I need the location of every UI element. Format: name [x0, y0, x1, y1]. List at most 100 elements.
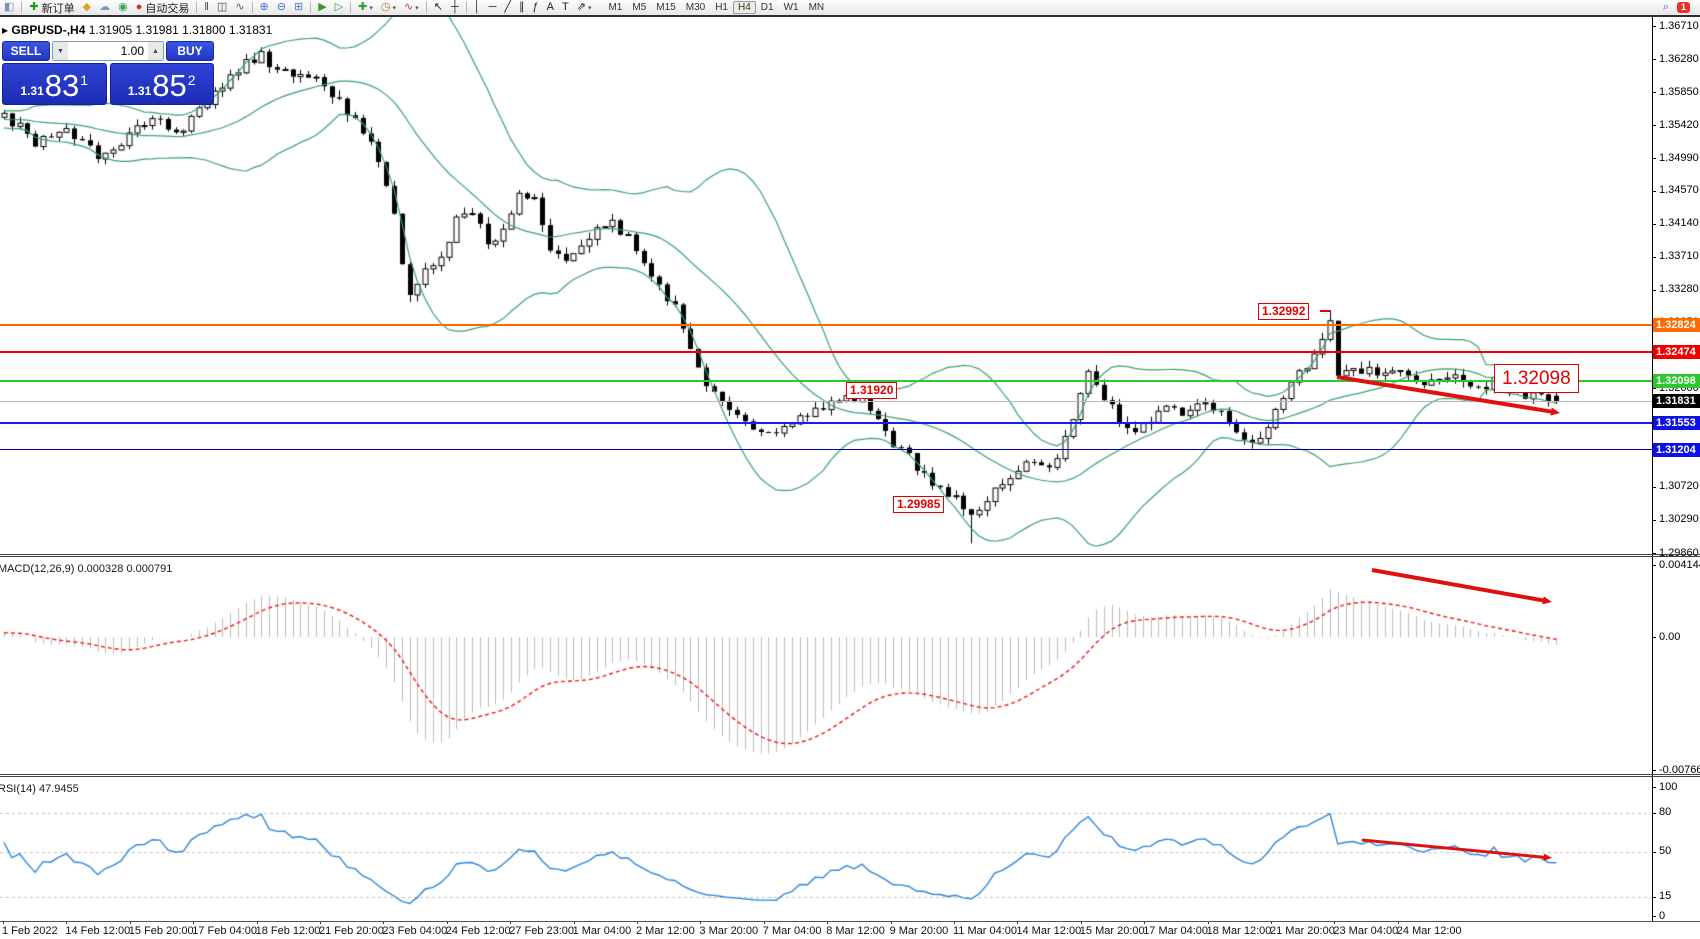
- bar-chart-icon[interactable]: ‖: [201, 1, 212, 14]
- date-tick-label: 8 Mar 12:00: [826, 925, 885, 937]
- notifications-icon[interactable]: 1: [1674, 1, 1693, 14]
- price-chart-canvas[interactable]: [0, 17, 1652, 557]
- timeframe-button-w1[interactable]: W1: [783, 2, 799, 13]
- rsi-trend-arrow[interactable]: [1352, 830, 1562, 868]
- swing-price-label[interactable]: 1.31920: [846, 382, 898, 399]
- vertical-line-icon[interactable]: │: [471, 1, 484, 14]
- timeframe-button-h1[interactable]: H1: [715, 2, 728, 13]
- buy-button[interactable]: BUY: [166, 41, 214, 61]
- support-line-lower[interactable]: [0, 449, 1652, 451]
- peak-price-label[interactable]: 1.32992: [1258, 303, 1310, 320]
- arrows-icon[interactable]: ⇗ ▾: [574, 1, 595, 14]
- zoom-out-icon[interactable]: ⊖: [274, 1, 289, 14]
- macd-trend-arrow-line: [1371, 568, 1547, 603]
- rsi-tick-mark: [1652, 897, 1656, 898]
- rsi-tick-mark: [1652, 813, 1656, 814]
- candlestick-chart-icon[interactable]: ◫: [214, 1, 230, 14]
- chart-shift-icon[interactable]: ▷: [332, 1, 346, 14]
- timeframe-button-m5[interactable]: M5: [632, 2, 647, 13]
- macd-trend-arrow[interactable]: [1362, 560, 1562, 612]
- chart-symbol-icon: ▸: [2, 23, 9, 37]
- macd-panel-canvas[interactable]: [0, 557, 1652, 775]
- bar-chart-icon-glyph: ‖: [204, 1, 209, 13]
- volume-increase-button[interactable]: ▲: [148, 42, 163, 60]
- price-tick-mark: [1652, 191, 1656, 192]
- trendline-icon-glyph: ╱: [504, 1, 512, 13]
- pivot-line-green[interactable]: [0, 379, 1652, 382]
- timeframe-button-h4[interactable]: H4: [732, 1, 756, 14]
- date-tick-mark: [66, 921, 68, 924]
- timeframe-button-m15[interactable]: M15: [656, 2, 676, 13]
- periods-icon[interactable]: ◷ ▾: [378, 1, 399, 14]
- date-tick-mark: [1397, 921, 1399, 924]
- price-tick-mark: [1652, 257, 1656, 258]
- date-tick-mark: [1080, 921, 1082, 924]
- text-icon[interactable]: A: [544, 1, 557, 14]
- sell-button[interactable]: SELL: [2, 41, 50, 61]
- candlestick-chart-icon-glyph: ◫: [216, 1, 228, 13]
- auto-scroll-icon[interactable]: ▶: [315, 1, 329, 14]
- timeframe-button-mn[interactable]: MN: [808, 2, 825, 13]
- chart-window-icon[interactable]: ◧: [1, 1, 17, 14]
- tile-windows-icon[interactable]: ⊞: [291, 1, 306, 14]
- signal-icon[interactable]: ◉: [115, 1, 131, 14]
- axis-price-label: 1.32824: [1653, 317, 1700, 332]
- panel-divider-rsi-top2[interactable]: [0, 776, 1700, 777]
- volume-decrease-button[interactable]: ▼: [53, 42, 68, 60]
- autotrade-button-glyph: ●: [135, 1, 143, 13]
- buy-price-display[interactable]: 1.31 85 2: [109, 63, 214, 105]
- templates-icon[interactable]: ∿ ▾: [401, 1, 422, 14]
- price-tick-mark: [1652, 224, 1656, 225]
- autotrade-button[interactable]: ● 自动交易: [133, 1, 193, 15]
- date-tick-label: 24 Mar 12:00: [1396, 925, 1462, 937]
- price-tick-mark: [1652, 92, 1656, 93]
- indicators-icon[interactable]: ✚ ▾: [355, 1, 376, 14]
- chart-window: ▸ GBPUSD-,H4 1.31905 1.31981 1.31800 1.3…: [0, 17, 1700, 939]
- price-tick-mark: [1652, 520, 1656, 521]
- rsi-panel-canvas[interactable]: [0, 777, 1652, 921]
- horizontal-line-icon[interactable]: ─: [486, 1, 500, 14]
- price-tick-label: 1.33710: [1659, 250, 1699, 263]
- support-line[interactable]: [0, 421, 1652, 424]
- line-chart-icon[interactable]: ∿: [232, 1, 247, 14]
- search-icon[interactable]: ⌕: [1662, 1, 1669, 13]
- date-tick-label: 27 Feb 23:00: [509, 925, 575, 937]
- date-tick-mark: [3, 921, 4, 924]
- sell-price-display[interactable]: 1.31 83 1: [2, 63, 107, 105]
- timeframe-button-m30[interactable]: M30: [685, 2, 706, 13]
- cloud-icon[interactable]: ☁: [96, 1, 113, 14]
- timeframe-button-m1[interactable]: M1: [608, 2, 623, 13]
- timeframe-button-d1[interactable]: D1: [760, 2, 774, 13]
- resistance-line[interactable]: [0, 350, 1652, 353]
- dropdown-arrow-icon: ▾: [392, 4, 396, 12]
- rsi-trend-arrow-head: [1543, 853, 1552, 861]
- macd-trend-arrow-head: [1542, 596, 1552, 605]
- resistance-line-upper[interactable]: [0, 323, 1652, 326]
- text-label-icon[interactable]: T: [559, 1, 572, 14]
- zoom-in-icon[interactable]: ⊕: [257, 1, 272, 14]
- styler-icon[interactable]: ◆: [80, 1, 94, 14]
- price-trend-arrow[interactable]: [1327, 367, 1570, 423]
- current-price-line[interactable]: [0, 400, 1652, 402]
- panel-divider-macd-top[interactable]: [0, 554, 1700, 555]
- trendline-icon[interactable]: ╱: [501, 1, 514, 14]
- date-tick-label: 17 Feb 04:00: [192, 925, 258, 937]
- dropdown-arrow-icon: ▾: [415, 4, 419, 12]
- channel-icon[interactable]: ∥: [516, 1, 528, 14]
- panel-divider-macd-top2[interactable]: [0, 556, 1700, 557]
- date-tick-label: 23 Mar 04:00: [1333, 925, 1399, 937]
- new-order-button[interactable]: ✚ 新订单: [26, 1, 77, 15]
- price-tick-mark: [1652, 158, 1656, 159]
- volume-input[interactable]: [68, 42, 148, 60]
- price-tick-label: 1.34990: [1659, 151, 1699, 164]
- fibonacci-icon[interactable]: ƒ: [530, 1, 542, 14]
- low-price-label[interactable]: 1.29985: [893, 496, 945, 513]
- cursor-icon[interactable]: ↖: [431, 1, 446, 14]
- macd-indicator-label: MACD(12,26,9) 0.000328 0.000791: [0, 563, 173, 575]
- crosshair-icon[interactable]: ┼: [448, 1, 462, 14]
- price-trend-arrow-head: [1550, 407, 1560, 416]
- key-level-label[interactable]: 1.32098: [1494, 364, 1579, 393]
- date-tick-label: 9 Mar 20:00: [889, 925, 949, 937]
- panel-divider-rsi-top[interactable]: [0, 774, 1700, 775]
